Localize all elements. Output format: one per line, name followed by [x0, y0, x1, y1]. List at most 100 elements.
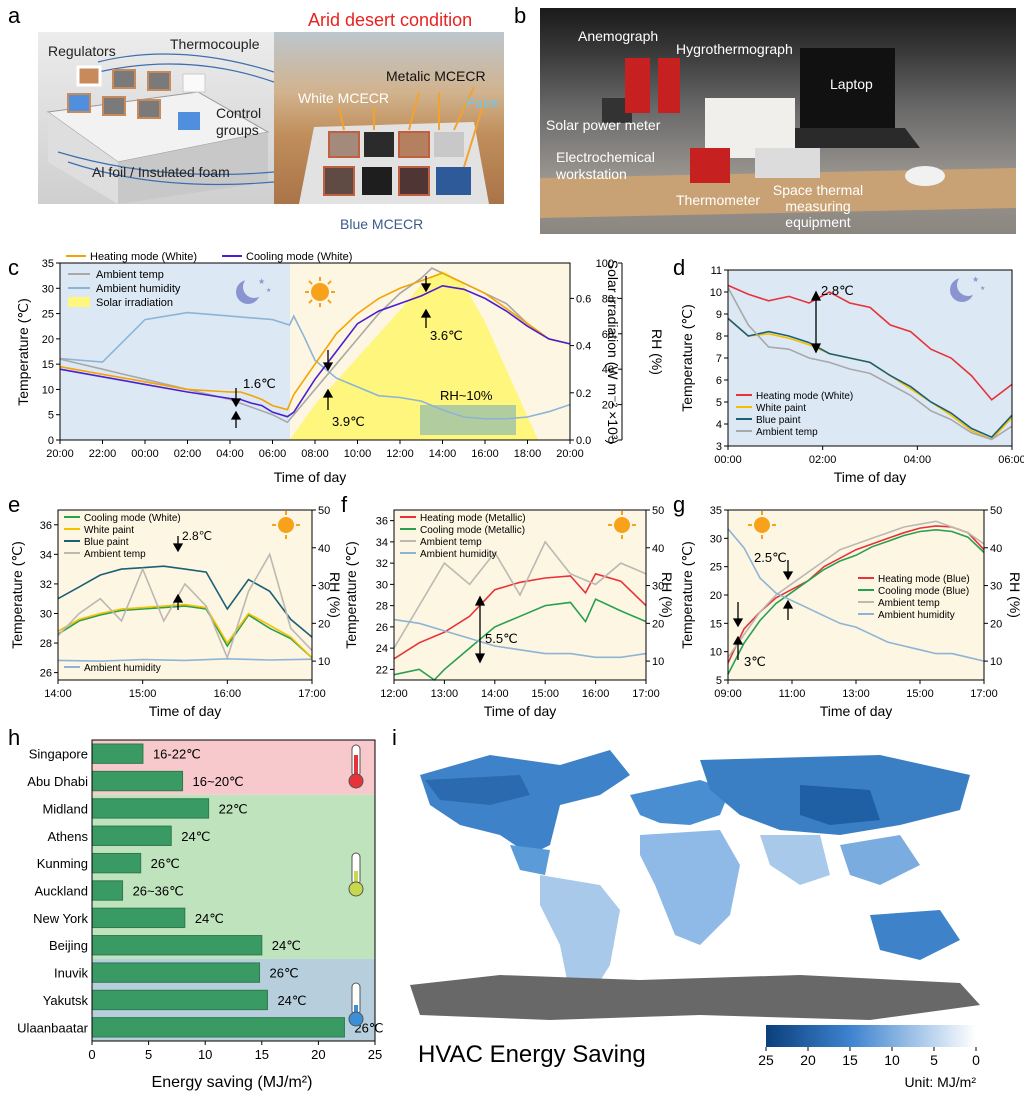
label-metalic-mcecr: Metalic MCECR: [386, 68, 486, 84]
y2-tick-label: 0.0: [576, 435, 591, 447]
label-control-groups: Control groups: [216, 105, 276, 139]
y-tick-label: 25: [42, 309, 54, 321]
y-tick-label: 25: [710, 562, 722, 574]
bar-inuvik: [91, 962, 261, 983]
y-tick-label: 5: [716, 397, 722, 409]
colorbar-tick-label: 20: [800, 1052, 816, 1068]
colorbar-unit: Unit: MJ/m²: [904, 1074, 976, 1090]
y-tick-label: 6: [716, 375, 722, 387]
legend-ambient-humidity: Ambient humidity: [96, 283, 181, 295]
y-tick-label: 26: [40, 668, 52, 680]
series-heating-mode-metallic: [393, 572, 647, 660]
legend-blue-paint: Blue paint: [756, 415, 801, 426]
annotation-2-8-d: 2.8℃: [821, 283, 854, 298]
colorbar: [766, 1025, 976, 1047]
annotation-arrows-g: [732, 560, 794, 660]
annotation-arrow-e: [172, 536, 184, 610]
y2-axis-label-g: RH (%): [1007, 572, 1023, 618]
y-tick-label: 26: [376, 622, 388, 634]
y2-tick-label: 0.6: [576, 293, 591, 305]
y-axis-label-e: Temperature (℃): [9, 541, 25, 649]
legend-ambient-humidity: Ambient humidity: [878, 610, 955, 621]
y2-tick-label: 50: [990, 505, 1002, 517]
x-tick-label: 14:00: [44, 688, 72, 700]
bar-label: 26~36℃: [133, 884, 184, 899]
x-tick-label: 15: [255, 1047, 269, 1062]
x-tick-label: 16:00: [582, 688, 610, 700]
panel-label-b: b: [514, 3, 527, 28]
x-tick-label: 17:00: [632, 688, 660, 700]
series-heating-mode-white: [727, 284, 1013, 401]
y2-axis-label: Solar irradiation (W m⁻² ×10³): [605, 260, 621, 444]
photo-b-setup: [540, 8, 1016, 234]
x-tick-label: 5: [145, 1047, 152, 1062]
y2-tick-label: 10: [990, 656, 1002, 668]
legend-cooling-mode-blue: Cooling mode (Blue): [878, 586, 969, 597]
x-tick-label: 02:00: [809, 454, 837, 466]
x-tick-label: 15:00: [906, 688, 934, 700]
x-axis-label-g: Time of day: [820, 703, 893, 719]
y-axis-label-g: Temperature (℃): [679, 541, 695, 649]
bar-yakutsk: [91, 989, 268, 1011]
series-ambient-humidity: [57, 657, 313, 662]
thermometer-mild-icon: [348, 852, 364, 897]
series-cooling-mode-white: [57, 605, 313, 659]
label-anemograph: Anemograph: [578, 28, 659, 44]
y-tick-label: 5: [716, 675, 722, 687]
y-tick-label: 36: [40, 520, 52, 532]
y-tick-label: 35: [710, 505, 722, 517]
y-tick-label: 30: [710, 533, 722, 545]
photo-a-schematic: [38, 32, 274, 204]
label-thermocouple: Thermocouple: [170, 36, 260, 52]
x-tick-label: 0: [88, 1047, 95, 1062]
legend-heating-mode-metallic: Heating mode (Metallic): [420, 513, 526, 524]
y-tick-label: 34: [376, 537, 388, 549]
y3-tick-label: 0: [608, 435, 614, 447]
colorbar-tick-label: 0: [972, 1052, 980, 1068]
panel-label-a: a: [8, 3, 21, 28]
svg-text:★: ★: [972, 275, 979, 284]
x-tick-label: 09:00: [714, 688, 742, 700]
series-blue-paint: [57, 565, 313, 638]
y-tick-label: 7: [716, 353, 722, 365]
x-tick-label: 00:00: [131, 448, 159, 460]
rh-highlight-box: [420, 405, 516, 435]
series-ambient-temp: [393, 540, 647, 649]
x-axis-label: Time of day: [274, 469, 347, 485]
y-tick-label: 5: [48, 410, 54, 422]
x-tick-label: 15:00: [129, 688, 157, 700]
annotation-rh-10: RH~10%: [440, 388, 493, 403]
category-label: Inuvik: [54, 966, 88, 981]
legend-solar: Solar irradiation: [96, 297, 173, 309]
x-tick-label: 10: [198, 1047, 212, 1062]
annotation-5-5-f: 5.5℃: [485, 631, 518, 646]
bar-kunming: [91, 852, 142, 874]
colorbar-tick-label: 5: [930, 1052, 938, 1068]
bar-new-york: [91, 907, 186, 929]
series-white-paint: [57, 603, 313, 659]
sun-icon: [305, 277, 335, 307]
x-tick-label: 14:00: [429, 448, 457, 460]
x-tick-label: 08:00: [301, 448, 329, 460]
chart-d: 00:00 02:00 04:00 06:00 3 4 5 6 7 8 9 10 11 Time of …: [679, 265, 1024, 485]
series-heating-mode-blue: [727, 525, 985, 664]
colorbar-tick-label: 10: [884, 1052, 900, 1068]
annotation-1-6: 1.6℃: [243, 376, 276, 391]
panel-label-i: i: [392, 725, 397, 750]
plot-frame-e: [57, 509, 313, 681]
x-tick-label: 11:00: [779, 688, 806, 700]
category-label: Kunming: [37, 856, 88, 871]
y2-axis-label-f: RH (%): [659, 572, 672, 618]
legend-ambient-temp: Ambient temp: [96, 269, 164, 281]
legend-heating-mode-blue: Heating mode (Blue): [878, 574, 970, 585]
category-label: New York: [33, 911, 88, 926]
y-tick-label: 28: [376, 601, 388, 613]
y-tick-label: 30: [376, 579, 388, 591]
legend-white-paint: White paint: [84, 525, 134, 536]
y-tick-label: 4: [716, 419, 722, 431]
legend-ambient-temp: Ambient temp: [756, 427, 818, 438]
y-tick-label: 35: [42, 258, 54, 270]
plot-frame-h: [91, 739, 376, 1042]
y2-tick-label: 20: [990, 618, 1002, 630]
moon-icon-d: ★★: [950, 274, 985, 302]
